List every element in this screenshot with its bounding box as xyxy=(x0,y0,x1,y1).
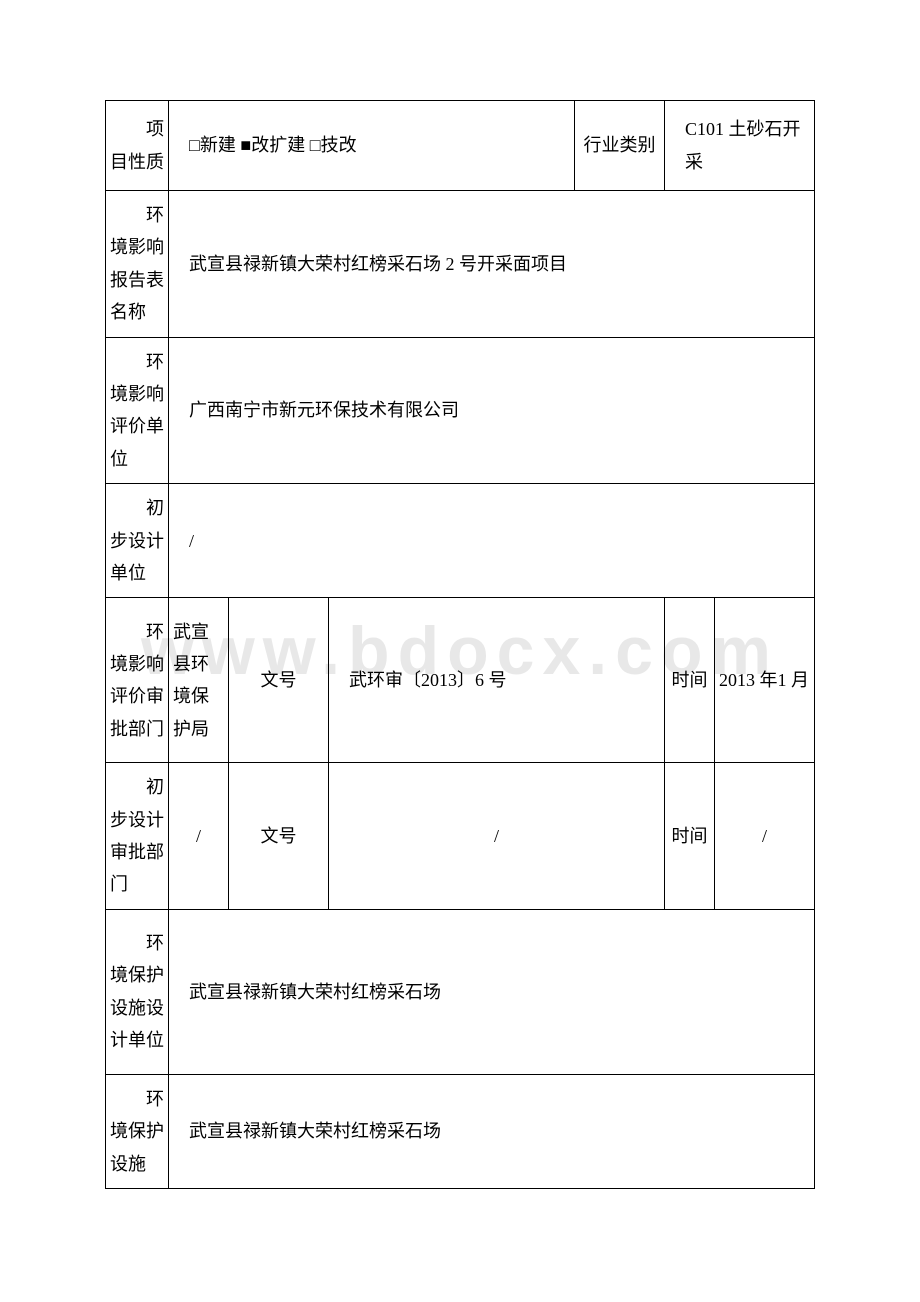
time-label: 时间 xyxy=(665,598,715,763)
table-row: 环境影响评价单位 广西南宁市新元环保技术有限公司 xyxy=(106,337,815,484)
table-row: 项目性质 □新建 ■改扩建 □技改 行业类别 C101 土砂石开采 xyxy=(106,101,815,191)
design-unit-value: / xyxy=(169,484,815,598)
env-facility-value: 武宣县禄新镇大荣村红榜采石场 xyxy=(169,1074,815,1188)
eia-unit-label: 环境影响评价单位 xyxy=(106,337,169,484)
eia-unit-value: 广西南宁市新元环保技术有限公司 xyxy=(169,337,815,484)
project-info-table: 项目性质 □新建 ■改扩建 □技改 行业类别 C101 土砂石开采 环境影响报告… xyxy=(105,100,815,1189)
table-row: 环境保护设施 武宣县禄新镇大荣村红榜采石场 xyxy=(106,1074,815,1188)
docnum-label: 文号 xyxy=(229,763,329,910)
docnum-label: 文号 xyxy=(229,598,329,763)
env-facility-design-unit-value: 武宣县禄新镇大荣村红榜采石场 xyxy=(169,909,815,1074)
project-nature-label: 项目性质 xyxy=(106,101,169,191)
env-facility-label: 环境保护设施 xyxy=(106,1074,169,1188)
design-approval-dept-value: / xyxy=(169,763,229,910)
table-row: 初步设计单位 / xyxy=(106,484,815,598)
report-name-value: 武宣县禄新镇大荣村红榜采石场 2 号开采面项目 xyxy=(169,191,815,338)
industry-category-value: C101 土砂石开采 xyxy=(665,101,815,191)
table-row: 环境影响评价审批部门 武宣县环境保护局 文号 武环审〔2013〕6 号 时间 2… xyxy=(106,598,815,763)
table-row: 初步设计审批部门 / 文号 / 时间 / xyxy=(106,763,815,910)
eia-approval-dept-label: 环境影响评价审批部门 xyxy=(106,598,169,763)
industry-category-label: 行业类别 xyxy=(575,101,665,191)
time-label: 时间 xyxy=(665,763,715,910)
project-nature-value: □新建 ■改扩建 □技改 xyxy=(169,101,575,191)
table-row: 环境保护设施设计单位 武宣县禄新镇大荣村红榜采石场 xyxy=(106,909,815,1074)
time-value: / xyxy=(715,763,815,910)
table-row: 环境影响报告表名称 武宣县禄新镇大荣村红榜采石场 2 号开采面项目 xyxy=(106,191,815,338)
design-unit-label: 初步设计单位 xyxy=(106,484,169,598)
report-name-label: 环境影响报告表名称 xyxy=(106,191,169,338)
eia-approval-dept-value: 武宣县环境保护局 xyxy=(169,598,229,763)
time-value: 2013 年1 月 xyxy=(715,598,815,763)
env-facility-design-unit-label: 环境保护设施设计单位 xyxy=(106,909,169,1074)
design-approval-dept-label: 初步设计审批部门 xyxy=(106,763,169,910)
docnum-value: / xyxy=(329,763,665,910)
docnum-value: 武环审〔2013〕6 号 xyxy=(329,598,665,763)
